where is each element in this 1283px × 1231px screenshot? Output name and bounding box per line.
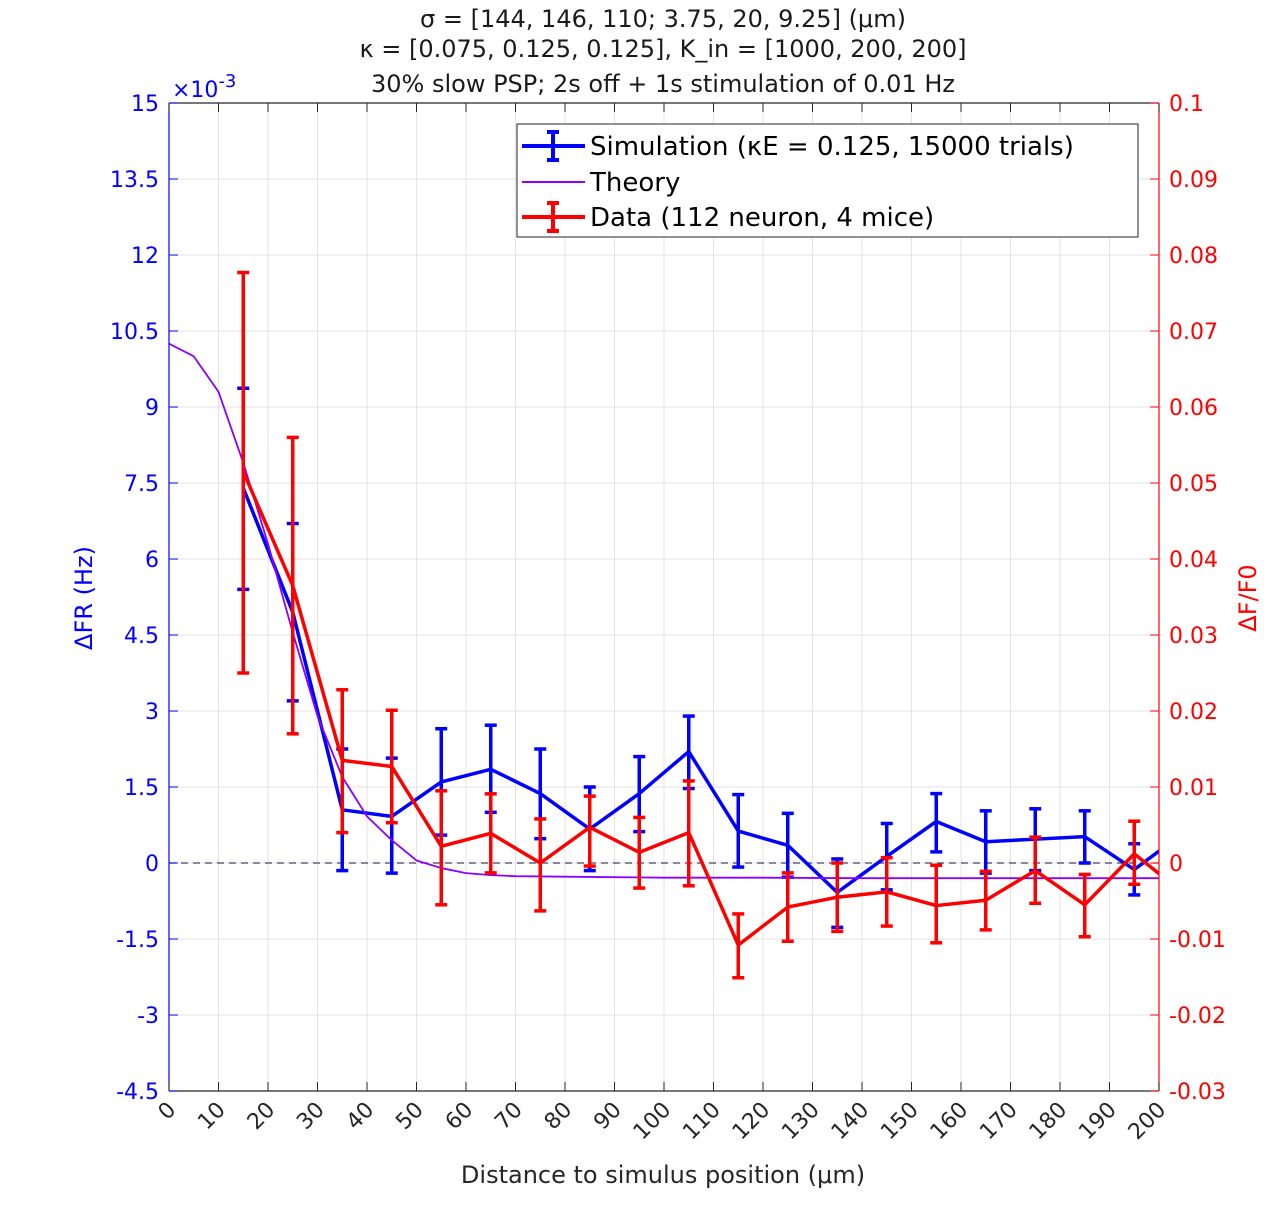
y-right-tick-label: 0.02 <box>1169 700 1218 725</box>
y-left-tick-label: 9 <box>145 396 159 421</box>
left-axis-exponent-power: -3 <box>218 71 236 92</box>
title-line-1: σ = [144, 146, 110; 3.75, 20, 9.25] (μm) <box>420 5 906 33</box>
x-tick-label: 20 <box>243 1098 280 1135</box>
x-tick-label: 10 <box>193 1098 230 1135</box>
y-left-tick-label: -1.5 <box>116 928 159 953</box>
x-axis-label: Distance to simulus position (μm) <box>461 1161 865 1189</box>
y-left-tick-label: 13.5 <box>110 168 159 193</box>
x-tick-label: 40 <box>342 1098 379 1135</box>
x-tick-label: 140 <box>827 1098 874 1145</box>
y-left-tick-label: 4.5 <box>124 624 159 649</box>
legend-theory-label: Theory <box>589 168 680 198</box>
x-tick-label: 100 <box>629 1098 676 1145</box>
y-left-tick-label: 0 <box>145 852 159 877</box>
y-right-tick-label: 0.1 <box>1169 92 1204 117</box>
y-left-tick-label: 12 <box>131 244 159 269</box>
title-line-2: κ = [0.075, 0.125, 0.125], K_in = [1000,… <box>359 35 966 63</box>
y-right-tick-label: -0.03 <box>1169 1080 1226 1105</box>
chart-title: σ = [144, 146, 110; 3.75, 20, 9.25] (μm)… <box>359 5 966 98</box>
x-tick-label: 90 <box>589 1098 626 1135</box>
x-tick-label: 150 <box>876 1098 923 1145</box>
y-right-tick-label: 0.03 <box>1169 624 1218 649</box>
y-left-tick-label: 7.5 <box>124 472 159 497</box>
y-right-tick-label: 0 <box>1169 852 1183 877</box>
y-left-tick-label: -3 <box>137 1004 159 1029</box>
y-right-tick-label: 0.06 <box>1169 396 1218 421</box>
y-left-tick-label: 1.5 <box>124 776 159 801</box>
x-tick-label: 200 <box>1124 1098 1171 1145</box>
y-right-tick-label: 0.04 <box>1169 548 1218 573</box>
y-left-tick-label: 15 <box>131 92 159 117</box>
left-axis-exponent: ×10-3 <box>172 71 236 103</box>
y-right-tick-label: -0.01 <box>1169 928 1226 953</box>
legend-item-simulation[interactable]: Simulation (κE = 0.125, 15000 trials) <box>522 132 1074 162</box>
y-left-tick-label: 6 <box>145 548 159 573</box>
x-tick-label: 170 <box>975 1098 1022 1145</box>
x-tick-label: 130 <box>777 1098 824 1145</box>
x-tick-label: 80 <box>540 1098 577 1135</box>
legend[interactable]: Simulation (κE = 0.125, 15000 trials) Th… <box>517 124 1138 237</box>
legend-data-label: Data (112 neuron, 4 mice) <box>590 203 934 233</box>
y-left-tick-label: 10.5 <box>110 320 159 345</box>
x-tick-label: 70 <box>490 1098 527 1135</box>
y-right-tick-label: 0.08 <box>1169 244 1218 269</box>
x-tick-label: 30 <box>292 1098 329 1135</box>
y-right-tick-label: 0.05 <box>1169 472 1218 497</box>
x-tick-label: 60 <box>441 1098 478 1135</box>
y-right-tick-label: -0.02 <box>1169 1004 1226 1029</box>
y-left-axis-label: ΔFR (Hz) <box>70 546 98 650</box>
grid <box>169 103 1159 1091</box>
y-left-tick-label: 3 <box>145 700 159 725</box>
legend-simulation-label: Simulation (κE = 0.125, 15000 trials) <box>590 132 1074 162</box>
title-line-3: 30% slow PSP; 2s off + 1s stimulation of… <box>371 70 955 98</box>
y-left-tick-label: -4.5 <box>116 1080 159 1105</box>
y-right-tick-label: 0.09 <box>1169 168 1218 193</box>
y-right-tick-label: 0.01 <box>1169 776 1218 801</box>
y-right-axis-label: ΔF/F0 <box>1234 564 1262 631</box>
left-axis-exponent-base: ×10 <box>172 78 218 103</box>
x-tick-label: 120 <box>728 1098 775 1145</box>
x-tick-label: 110 <box>678 1098 725 1145</box>
y-right-tick-label: 0.07 <box>1169 320 1218 345</box>
x-tick-label: 190 <box>1074 1098 1121 1145</box>
x-tick-label: 180 <box>1025 1098 1072 1145</box>
x-tick-label: 50 <box>391 1098 428 1135</box>
x-tick-label: 160 <box>926 1098 973 1145</box>
